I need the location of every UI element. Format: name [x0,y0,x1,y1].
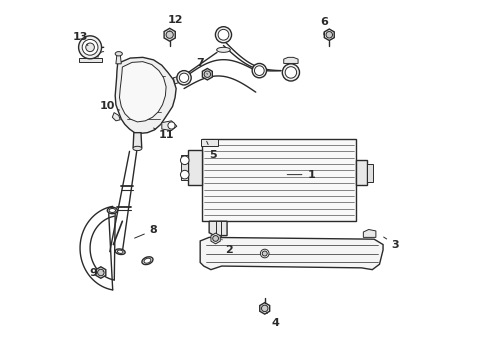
Text: 5: 5 [207,141,217,160]
Polygon shape [120,62,166,122]
Ellipse shape [177,71,191,85]
Circle shape [166,31,173,39]
Polygon shape [133,133,142,148]
Ellipse shape [133,146,142,150]
Ellipse shape [109,208,116,212]
Ellipse shape [285,67,296,78]
Ellipse shape [179,73,189,82]
Polygon shape [364,229,376,237]
Circle shape [260,249,269,258]
Text: 10: 10 [99,102,120,112]
Text: 3: 3 [384,237,399,249]
Circle shape [326,32,333,38]
Text: 2: 2 [221,239,233,255]
Polygon shape [112,113,120,121]
Polygon shape [116,54,122,64]
Polygon shape [173,76,182,84]
Circle shape [180,170,189,179]
Polygon shape [324,29,334,41]
Ellipse shape [252,63,267,78]
Ellipse shape [115,249,125,255]
Circle shape [168,122,175,129]
Text: 1: 1 [287,170,315,180]
Polygon shape [201,139,218,146]
Circle shape [262,251,267,256]
Circle shape [262,305,268,312]
Text: 7: 7 [196,58,207,74]
Circle shape [86,43,95,51]
Circle shape [213,235,219,241]
Polygon shape [356,160,367,185]
Polygon shape [202,68,212,80]
Text: 11: 11 [153,128,174,140]
Polygon shape [367,164,373,182]
Text: 8: 8 [135,225,157,238]
Text: 9: 9 [90,268,103,278]
Ellipse shape [218,30,229,40]
Polygon shape [78,58,101,62]
Circle shape [180,156,189,165]
Ellipse shape [115,51,122,56]
Circle shape [204,71,211,77]
Polygon shape [181,155,188,180]
Ellipse shape [216,27,232,43]
Polygon shape [164,28,175,41]
Polygon shape [96,267,106,278]
Ellipse shape [217,47,230,52]
Ellipse shape [107,207,117,214]
Text: 6: 6 [320,17,328,35]
Polygon shape [211,233,220,244]
Polygon shape [188,149,202,185]
Ellipse shape [142,257,153,265]
Polygon shape [209,221,227,235]
Ellipse shape [144,258,151,263]
Polygon shape [200,237,383,270]
Ellipse shape [118,250,123,253]
Polygon shape [260,303,270,314]
Ellipse shape [254,66,264,76]
Text: 13: 13 [73,32,88,45]
Circle shape [82,40,98,55]
Polygon shape [202,139,356,221]
Text: 12: 12 [167,15,183,31]
Ellipse shape [282,64,299,81]
Polygon shape [115,57,176,134]
Polygon shape [162,121,177,131]
Polygon shape [284,57,298,63]
Text: 4: 4 [267,313,279,328]
Circle shape [98,269,104,276]
Circle shape [78,36,101,59]
